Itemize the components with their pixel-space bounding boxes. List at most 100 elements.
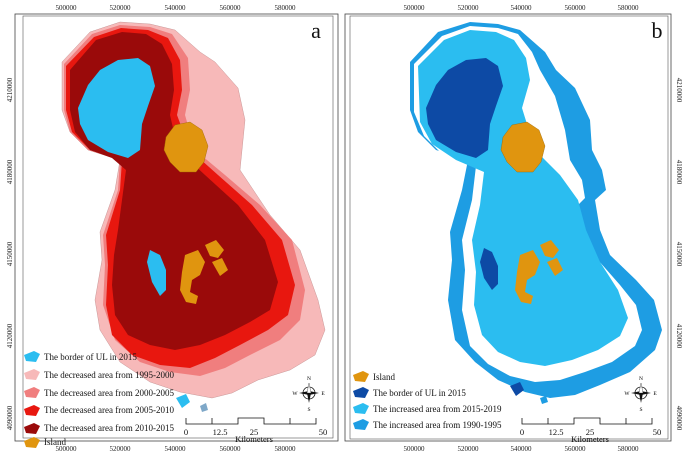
panel-b-compass: N S E W (624, 376, 657, 413)
legend-label: Island (373, 372, 395, 382)
scale-tick: 25 (586, 427, 595, 437)
panel-a-x-ticks-bottom: 500000 520000 540000 560000 580000 (56, 445, 297, 453)
x-tick: 500000 (404, 445, 426, 453)
legend-label: The decreased area from 1995-2000 (44, 370, 174, 380)
scale-unit: Kilometers (235, 434, 273, 444)
compass-s: S (307, 407, 310, 413)
scale-tick: 12.5 (213, 427, 228, 437)
panel-b-x-ticks-bottom: 500000 520000 540000 560000 580000 (404, 445, 640, 453)
x-tick: 500000 (404, 4, 426, 12)
legend-label: The border of UL in 2015 (373, 388, 466, 398)
y-tick: 4210000 (6, 77, 14, 102)
legend-label: The border of UL in 2015 (44, 352, 137, 362)
x-tick: 520000 (110, 4, 132, 12)
legend-swatch (24, 351, 40, 362)
lake-border-2015-south (147, 250, 166, 296)
legend-swatch (353, 419, 369, 430)
legend-label: The increased area from 1990-1995 (373, 420, 502, 430)
x-tick: 560000 (565, 445, 587, 453)
compass-e: E (653, 391, 657, 397)
lake-border-2015 (426, 58, 503, 158)
x-tick: 540000 (165, 4, 187, 12)
scale-bar-line (185, 417, 317, 425)
x-tick: 560000 (220, 4, 242, 12)
small-islet (176, 394, 190, 408)
legend-swatch (24, 437, 40, 448)
x-tick: 580000 (275, 4, 297, 12)
x-tick: 520000 (458, 4, 480, 12)
island-cluster (547, 258, 563, 276)
legend-swatch (353, 387, 369, 398)
x-tick: 560000 (565, 4, 587, 12)
panel-b-letter: b (652, 18, 663, 43)
legend-swatch (24, 369, 40, 380)
compass-w: W (292, 391, 298, 397)
lake-border-2015 (78, 58, 155, 158)
scale-tick: 50 (653, 427, 662, 437)
y-tick: 4090000 (675, 406, 683, 431)
panel-a-scale-bar: 0 12.5 25 50 Kilometers (184, 417, 328, 444)
legend-label: Island (44, 437, 66, 447)
x-tick: 580000 (618, 4, 640, 12)
panel-a-compass: N S E W (292, 376, 325, 413)
x-tick: 540000 (511, 445, 533, 453)
y-tick: 4120000 (6, 323, 14, 348)
x-tick: 500000 (56, 4, 78, 12)
compass-s: S (639, 407, 642, 413)
legend-swatch (24, 387, 40, 398)
x-tick: 540000 (511, 4, 533, 12)
scale-bar-line (521, 417, 653, 425)
island-cluster (180, 250, 205, 304)
small-islet (540, 396, 548, 404)
y-tick: 4150000 (675, 242, 683, 267)
compass-e: E (321, 391, 325, 397)
y-tick: 4180000 (6, 159, 14, 184)
small-islet (200, 403, 208, 412)
legend-swatch (24, 405, 40, 416)
panel-b-scale-bar: 0 12.5 25 50 Kilometers (520, 417, 662, 444)
x-tick: 580000 (618, 445, 640, 453)
legend-label: The decreased area from 2010-2015 (44, 423, 174, 433)
panel-a-legend: The border of UL in 2015 The decreased a… (24, 351, 174, 448)
legend-label: The increased area from 2015-2019 (373, 404, 502, 414)
y-tick: 4180000 (675, 160, 683, 185)
island-main (163, 121, 209, 173)
panel-a-letter: a (311, 18, 321, 43)
compass-w: W (624, 391, 630, 397)
legend-label: The decreased area from 2005-2010 (44, 405, 174, 415)
island-cluster (515, 250, 540, 304)
compass-n: N (639, 376, 643, 382)
y-tick: 4120000 (675, 324, 683, 349)
panel-b-y-ticks: 4210000 4180000 4150000 4120000 4090000 (675, 78, 683, 431)
panel-b-x-ticks-top: 500000 520000 540000 560000 580000 (404, 4, 640, 12)
island-cluster (212, 258, 228, 276)
panel-b-lake (410, 22, 662, 404)
x-tick: 540000 (165, 445, 187, 453)
island-main (500, 121, 546, 173)
panel-b-legend: Island The border of UL in 2015 The incr… (353, 371, 502, 430)
compass-rose-icon (631, 382, 651, 403)
panel-a-lake (61, 21, 326, 412)
island-cluster (540, 240, 559, 258)
legend-swatch (353, 403, 369, 414)
scale-tick: 50 (319, 427, 328, 437)
legend-swatch (353, 371, 369, 382)
panel-b: 500000 520000 540000 560000 580000 50000… (344, 4, 683, 453)
compass-n: N (307, 376, 311, 382)
small-islet (510, 382, 524, 396)
panel-a: 500000 520000 540000 560000 580000 50000… (6, 4, 339, 453)
panel-a-x-ticks-top: 500000 520000 540000 560000 580000 (56, 4, 297, 12)
legend-swatch (24, 423, 40, 434)
y-tick: 4210000 (675, 78, 683, 103)
scale-unit: Kilometers (571, 434, 609, 444)
x-tick: 500000 (56, 445, 78, 453)
legend-label: The decreased area from 2000-2005 (44, 388, 174, 398)
island-cluster (205, 240, 224, 258)
scale-tick: 0 (520, 427, 524, 437)
y-tick: 4090000 (6, 405, 14, 430)
compass-rose-icon (299, 382, 319, 403)
panel-a-y-ticks: 4210000 4180000 4150000 4120000 4090000 (6, 77, 14, 430)
lake-border-2015-south (480, 248, 498, 290)
scale-tick: 12.5 (549, 427, 564, 437)
